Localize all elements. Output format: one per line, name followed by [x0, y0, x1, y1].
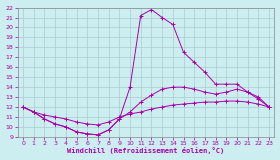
X-axis label: Windchill (Refroidissement éolien,°C): Windchill (Refroidissement éolien,°C) [67, 148, 225, 154]
